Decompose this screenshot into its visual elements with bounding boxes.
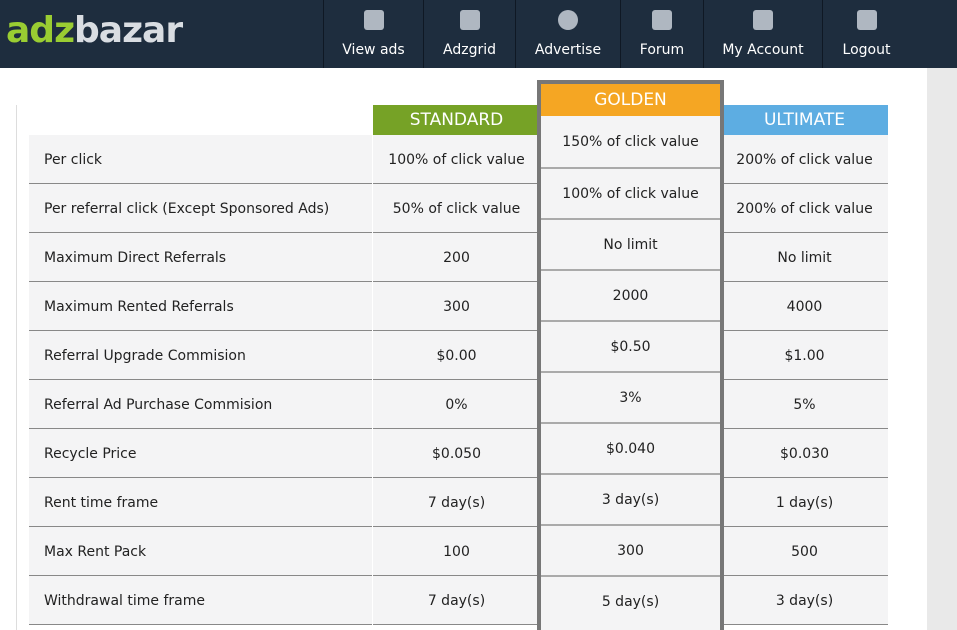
row-label: Rent time frame — [44, 494, 159, 511]
table-row — [29, 282, 888, 331]
column-header: GOLDEN — [541, 84, 720, 116]
golden-column: GOLDEN 150% of click value 100% of click v… — [537, 80, 724, 630]
nav-item[interactable]: Advertise — [515, 0, 620, 68]
cell-value: 300 — [443, 298, 470, 315]
cell-value: 2000 — [541, 269, 720, 320]
cell-value: 5% — [793, 396, 816, 413]
cell-divider — [372, 282, 373, 331]
column-header: ULTIMATE — [721, 105, 888, 135]
nav-icon — [652, 10, 672, 30]
cell-value: $1.00 — [784, 347, 825, 364]
row-label: Referral Ad Purchase Commision — [44, 396, 273, 413]
nav-item[interactable]: My Account — [703, 0, 822, 68]
cell-divider — [372, 135, 373, 184]
table-row — [29, 380, 888, 429]
nav-label: Forum — [639, 42, 685, 58]
row-label: Per referral click (Except Sponsored Ads… — [44, 200, 330, 217]
cell-value: 3% — [541, 371, 720, 422]
nav-label: View ads — [342, 42, 405, 58]
nav-icon — [753, 10, 773, 30]
cell-divider — [372, 184, 373, 233]
table-row — [29, 527, 888, 576]
cell-value: No limit — [541, 218, 720, 269]
nav-item[interactable]: View ads — [323, 0, 423, 68]
cell-divider — [372, 527, 373, 576]
cell-value: 100% of click value — [388, 151, 525, 168]
cell-value: 50% of click value — [392, 200, 521, 217]
cell-value: 4000 — [786, 298, 823, 315]
table-row — [29, 233, 888, 282]
row-label: Per click — [44, 151, 103, 168]
row-label: Max Rent Pack — [44, 543, 147, 560]
cell-divider — [372, 233, 373, 282]
nav-icon — [363, 10, 384, 30]
table-row — [29, 135, 888, 184]
row-label: Maximum Rented Referrals — [44, 298, 234, 315]
nav-label: Advertise — [534, 42, 602, 58]
cell-value: 7 day(s) — [427, 494, 486, 511]
row-label: Referral Upgrade Commision — [44, 347, 246, 364]
cell-value: 1 day(s) — [775, 494, 834, 511]
logo-suffix: bazar — [74, 10, 183, 51]
nav-icon — [459, 10, 480, 30]
header: adzbazar View ads Adzgrid Advertise Forum My… — [0, 0, 957, 68]
cell-value: $0.00 — [436, 347, 477, 364]
nav-label: My Account — [722, 42, 804, 58]
cell-value: 100% of click value — [541, 167, 720, 218]
cell-value: 200% of click value — [736, 200, 873, 217]
cell-value: 100 — [443, 543, 470, 560]
cell-value: 5 day(s) — [541, 575, 720, 626]
cell-value: $0.050 — [432, 445, 481, 462]
nav-icon — [558, 10, 578, 30]
cell-value: 7 day(s) — [427, 592, 486, 609]
content-border — [16, 105, 17, 630]
row-label: Withdrawal time frame — [44, 592, 205, 609]
table-row — [29, 576, 888, 625]
nav-label: Logout — [842, 42, 891, 58]
row-label: Recycle Price — [44, 445, 137, 462]
cell-divider — [372, 576, 373, 625]
cell-divider — [372, 380, 373, 429]
cell-value: 300 — [541, 524, 720, 575]
cell-value: 200% of click value — [736, 151, 873, 168]
cell-value: 200 — [443, 249, 470, 266]
nav-item[interactable]: Logout — [822, 0, 910, 68]
cell-divider — [372, 331, 373, 380]
nav-item[interactable]: Forum — [620, 0, 703, 68]
column-header: STANDARD — [373, 105, 540, 135]
nav-label: Adzgrid — [443, 42, 496, 58]
cell-value: 500 — [791, 543, 818, 560]
cell-divider — [372, 429, 373, 478]
cell-value: 3 day(s) — [775, 592, 834, 609]
table-row — [29, 429, 888, 478]
cell-divider — [372, 478, 373, 527]
cell-value: 0% — [445, 396, 468, 413]
table-row — [29, 184, 888, 233]
cell-value: $0.50 — [541, 320, 720, 371]
cell-value: $0.040 — [541, 422, 720, 473]
table-row — [29, 331, 888, 380]
row-label: Maximum Direct Referrals — [44, 249, 227, 266]
logo[interactable]: adzbazar — [6, 10, 183, 51]
cell-value: 3 day(s) — [541, 473, 720, 524]
cell-value: $0.030 — [780, 445, 829, 462]
cell-value: No limit — [777, 249, 832, 266]
nav-item[interactable]: Adzgrid — [423, 0, 515, 68]
table-row — [29, 478, 888, 527]
nav-icon — [856, 10, 877, 30]
cell-value: 150% of click value — [562, 133, 699, 150]
logo-prefix: adz — [6, 10, 75, 51]
